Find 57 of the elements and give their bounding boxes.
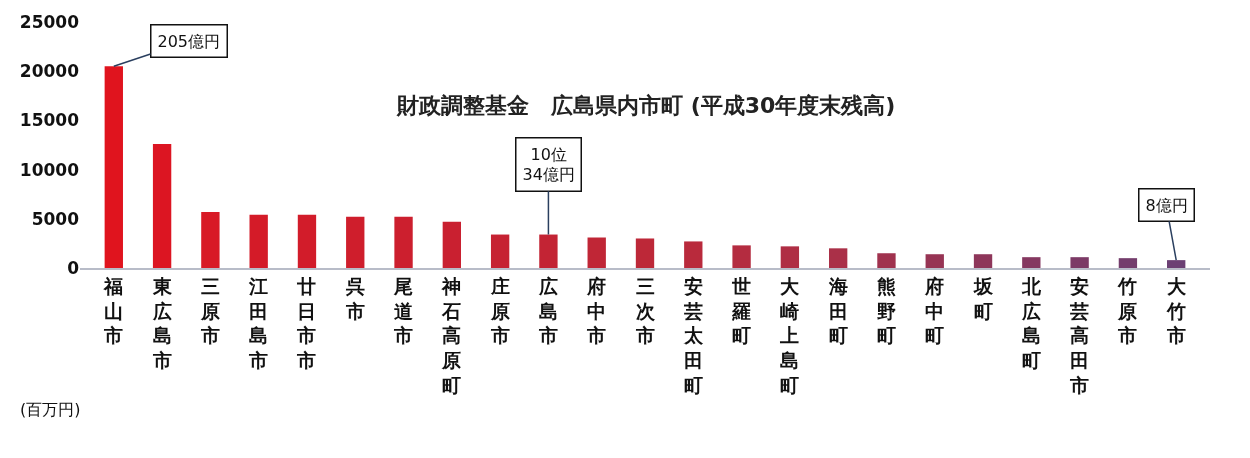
x-tick-label: 呉市 bbox=[344, 274, 365, 322]
x-tick-label: 安芸高田市 bbox=[1069, 274, 1090, 396]
x-tick-label: 東広島市 bbox=[151, 274, 173, 371]
bar bbox=[1070, 257, 1089, 268]
y-tick-label: 15000 bbox=[19, 110, 80, 131]
bar bbox=[635, 238, 655, 268]
y-tick-label: 25000 bbox=[19, 11, 80, 32]
bar bbox=[973, 254, 993, 268]
text: 財政調整基金 広島県内市町 (平成30年度末残高) bbox=[396, 93, 896, 118]
x-tick-label: 府中市 bbox=[586, 274, 607, 347]
x-tick-label: 安芸太田町 bbox=[682, 274, 704, 396]
bar bbox=[1118, 258, 1138, 268]
y-tick-label: 5000 bbox=[31, 208, 80, 229]
y-tick-label: 10000 bbox=[19, 159, 80, 180]
x-tick-label: 北広島町 bbox=[1020, 274, 1042, 371]
x-tick-label: 海田町 bbox=[827, 274, 848, 347]
y-axis-title: (百万円) bbox=[20, 400, 81, 419]
bar bbox=[201, 211, 220, 268]
annotation: 8億円 bbox=[1145, 195, 1188, 215]
y-tick-label: 0 bbox=[67, 257, 80, 278]
bar bbox=[828, 248, 848, 268]
x-tick-label: 坂町 bbox=[972, 274, 994, 322]
annotation: 205億円 bbox=[157, 31, 221, 51]
annotation: 10位 34億円 bbox=[522, 144, 575, 185]
x-tick-label: 三原市 bbox=[199, 274, 220, 347]
bar bbox=[490, 234, 510, 268]
x-tick-label: 庄原市 bbox=[489, 274, 510, 347]
bar bbox=[732, 245, 751, 268]
bar bbox=[877, 253, 896, 268]
bar bbox=[346, 216, 365, 268]
bar bbox=[442, 221, 462, 268]
x-tick-label: 江田島市 bbox=[248, 274, 269, 371]
x-tick-label: 熊野町 bbox=[876, 274, 896, 347]
x-tick-label: 竹原市 bbox=[1117, 274, 1138, 347]
x-tick-label: 府中町 bbox=[924, 274, 945, 347]
bar bbox=[297, 214, 317, 268]
x-tick-label: 大竹市 bbox=[1165, 274, 1187, 347]
x-tick-label: 三次市 bbox=[634, 274, 656, 347]
bar bbox=[539, 234, 558, 268]
x-tick-label: 大崎上島町 bbox=[779, 274, 801, 396]
x-tick-label: 神石高原町 bbox=[441, 274, 462, 396]
bar bbox=[249, 214, 268, 268]
x-tick-label: 世羅町 bbox=[731, 274, 752, 347]
y-tick-label: 20000 bbox=[19, 61, 80, 82]
bar bbox=[684, 241, 703, 268]
bar bbox=[925, 254, 944, 268]
bar bbox=[394, 216, 413, 268]
bar bbox=[1022, 257, 1041, 268]
bar bbox=[587, 237, 606, 268]
x-tick-label: 廿日市市 bbox=[296, 274, 317, 371]
x-tick-label: 尾道市 bbox=[393, 274, 414, 347]
x-tick-label: 広島市 bbox=[537, 274, 558, 347]
bar bbox=[780, 246, 800, 268]
bar bbox=[1167, 260, 1186, 268]
bar bbox=[152, 144, 172, 268]
bar bbox=[104, 66, 123, 268]
x-tick-label: 福山市 bbox=[103, 274, 124, 347]
